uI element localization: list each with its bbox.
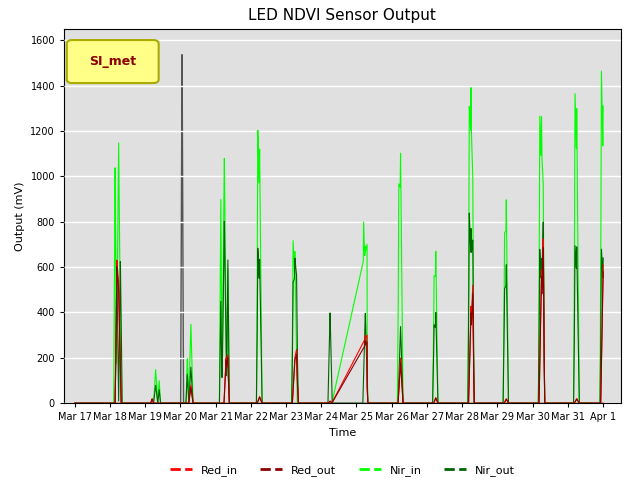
Red_in <box>491 400 499 406</box>
Legend: Red_in, Red_out, Nir_in, Nir_out: Red_in, Red_out, Nir_in, Nir_out <box>165 460 520 480</box>
Red_in <box>383 400 391 406</box>
FancyBboxPatch shape <box>67 40 159 83</box>
Nir_out <box>71 400 79 406</box>
Nir_in <box>71 400 79 406</box>
Nir_in <box>97 400 105 406</box>
Nir_in <box>406 400 414 406</box>
Nir_out <box>97 400 105 406</box>
Line: Red_in: Red_in <box>75 239 603 403</box>
Title: LED NDVI Sensor Output: LED NDVI Sensor Output <box>248 9 436 24</box>
Nir_out <box>463 400 470 406</box>
Red_out <box>491 400 499 406</box>
Red_in <box>463 400 470 406</box>
Red_out <box>383 400 391 406</box>
Red_in <box>71 400 79 406</box>
Nir_out <box>599 255 607 261</box>
Nir_in <box>383 400 391 406</box>
Red_out <box>406 400 414 406</box>
Red_out <box>97 400 105 406</box>
Nir_in <box>598 68 605 74</box>
Red_out <box>262 400 270 406</box>
Red_in <box>540 236 547 242</box>
Nir_out <box>465 210 473 216</box>
Nir_out <box>406 400 414 406</box>
Red_in <box>406 400 414 406</box>
Line: Nir_out: Nir_out <box>75 213 603 403</box>
Nir_in <box>599 103 607 109</box>
Nir_out <box>262 400 270 406</box>
Text: SI_met: SI_met <box>90 55 136 68</box>
Nir_out <box>491 400 499 406</box>
Red_out <box>599 269 607 275</box>
Red_in <box>262 400 270 406</box>
Nir_in <box>491 400 499 406</box>
Nir_in <box>463 400 470 406</box>
Red_out <box>71 400 79 406</box>
Line: Red_out: Red_out <box>75 248 603 403</box>
Nir_out <box>383 400 391 406</box>
Red_out <box>540 245 547 251</box>
Red_in <box>97 400 105 406</box>
Y-axis label: Output (mV): Output (mV) <box>15 181 25 251</box>
X-axis label: Time: Time <box>329 428 356 438</box>
Nir_in <box>262 400 270 406</box>
Red_out <box>463 400 470 406</box>
Line: Nir_in: Nir_in <box>75 71 603 403</box>
Red_in <box>599 262 607 268</box>
